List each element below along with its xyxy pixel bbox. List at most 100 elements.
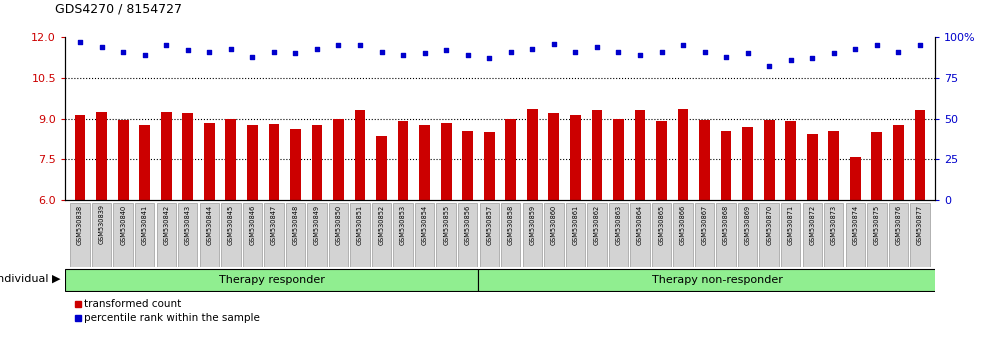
FancyBboxPatch shape: [759, 203, 779, 267]
Text: transformed count: transformed count: [84, 299, 181, 309]
Bar: [247, 125, 258, 200]
Bar: [807, 133, 818, 200]
Text: GSM530840: GSM530840: [120, 204, 126, 245]
Text: GSM530857: GSM530857: [486, 204, 492, 245]
FancyBboxPatch shape: [329, 203, 348, 267]
Text: GSM530869: GSM530869: [745, 204, 751, 245]
Text: GDS4270 / 8154727: GDS4270 / 8154727: [55, 3, 182, 16]
Text: GSM530875: GSM530875: [874, 204, 880, 245]
Point: [632, 52, 648, 58]
Point: [654, 49, 670, 55]
Text: GSM530839: GSM530839: [99, 204, 105, 244]
Bar: [441, 123, 452, 200]
Point: [589, 44, 605, 50]
Point: [761, 64, 777, 69]
FancyBboxPatch shape: [566, 203, 585, 267]
Text: GSM530867: GSM530867: [702, 204, 708, 245]
Bar: [764, 120, 775, 200]
Bar: [419, 125, 430, 200]
FancyBboxPatch shape: [264, 203, 284, 267]
Text: GSM530842: GSM530842: [163, 204, 169, 245]
Point: [115, 49, 131, 55]
Text: GSM530844: GSM530844: [206, 204, 212, 245]
Point: [223, 46, 239, 51]
FancyBboxPatch shape: [243, 203, 262, 267]
Text: GSM530856: GSM530856: [465, 204, 471, 245]
Bar: [742, 127, 753, 200]
Point: [524, 46, 540, 51]
FancyBboxPatch shape: [609, 203, 628, 267]
Bar: [527, 109, 538, 200]
Point: [180, 47, 196, 53]
FancyBboxPatch shape: [200, 203, 219, 267]
Text: GSM530851: GSM530851: [357, 204, 363, 245]
Bar: [850, 156, 861, 200]
Point: [374, 49, 390, 55]
Point: [718, 54, 734, 59]
Point: [94, 44, 110, 50]
Point: [201, 49, 217, 55]
Bar: [355, 110, 365, 200]
Point: [417, 51, 433, 56]
Text: GSM530860: GSM530860: [551, 204, 557, 245]
Text: GSM530854: GSM530854: [422, 204, 428, 245]
FancyBboxPatch shape: [157, 203, 176, 267]
Text: GSM530871: GSM530871: [788, 204, 794, 245]
Point: [783, 57, 799, 63]
Text: GSM530855: GSM530855: [443, 204, 449, 245]
Point: [804, 56, 820, 61]
Text: GSM530866: GSM530866: [680, 204, 686, 245]
FancyBboxPatch shape: [70, 203, 90, 267]
FancyBboxPatch shape: [480, 203, 499, 267]
Bar: [225, 119, 236, 200]
FancyBboxPatch shape: [910, 203, 930, 267]
Bar: [376, 136, 387, 200]
Text: GSM530861: GSM530861: [572, 204, 578, 245]
Bar: [721, 131, 731, 200]
FancyBboxPatch shape: [178, 203, 197, 267]
Text: GSM530877: GSM530877: [917, 204, 923, 245]
Bar: [161, 112, 172, 200]
Point: [826, 51, 842, 56]
Bar: [96, 112, 107, 200]
Bar: [484, 132, 495, 200]
FancyBboxPatch shape: [92, 203, 111, 267]
Point: [847, 46, 863, 51]
Point: [309, 46, 325, 51]
Bar: [204, 123, 215, 200]
Point: [72, 39, 88, 45]
Point: [395, 52, 411, 58]
Point: [869, 42, 885, 48]
Text: GSM530858: GSM530858: [508, 204, 514, 245]
Text: GSM530847: GSM530847: [271, 204, 277, 245]
Text: percentile rank within the sample: percentile rank within the sample: [84, 313, 260, 323]
FancyBboxPatch shape: [781, 203, 800, 267]
Text: GSM530862: GSM530862: [594, 204, 600, 245]
Text: Therapy responder: Therapy responder: [219, 275, 325, 285]
FancyBboxPatch shape: [889, 203, 908, 267]
Point: [244, 54, 260, 59]
Point: [503, 49, 519, 55]
Point: [890, 49, 906, 55]
FancyBboxPatch shape: [221, 203, 241, 267]
Point: [481, 56, 497, 61]
Text: GSM530872: GSM530872: [809, 204, 815, 245]
Point: [912, 42, 928, 48]
Text: GSM530865: GSM530865: [659, 204, 665, 245]
FancyBboxPatch shape: [135, 203, 154, 267]
FancyBboxPatch shape: [415, 203, 434, 267]
Bar: [333, 119, 344, 200]
FancyBboxPatch shape: [372, 203, 391, 267]
Text: individual ▶: individual ▶: [0, 273, 60, 283]
Point: [137, 52, 153, 58]
Point: [610, 49, 626, 55]
Text: GSM530838: GSM530838: [77, 204, 83, 245]
FancyBboxPatch shape: [630, 203, 650, 267]
Bar: [398, 121, 408, 200]
FancyBboxPatch shape: [587, 203, 607, 267]
Bar: [592, 110, 602, 200]
Point: [438, 47, 454, 53]
Text: GSM530841: GSM530841: [142, 204, 148, 245]
FancyBboxPatch shape: [65, 269, 478, 291]
Text: GSM530852: GSM530852: [379, 204, 385, 245]
